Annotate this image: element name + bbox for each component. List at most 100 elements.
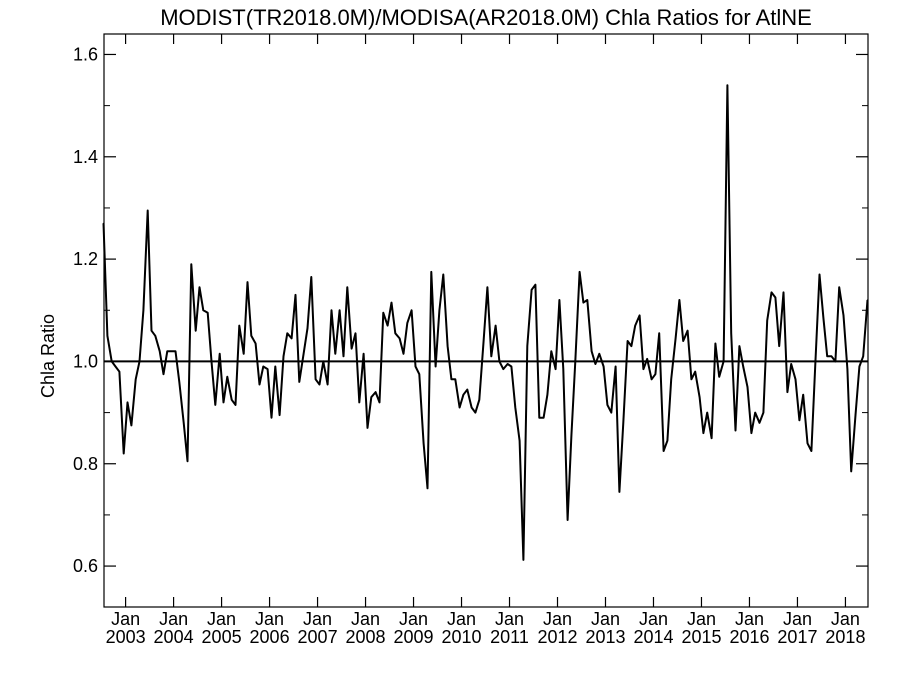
series-line-chla-ratio (102, 84, 869, 561)
data-point (754, 412, 756, 414)
data-point (234, 404, 237, 406)
x-tick-label-year: 2010 (442, 627, 482, 647)
data-point (459, 406, 461, 409)
data-point (366, 427, 369, 429)
x-tick-label-month: Jan (351, 609, 380, 629)
data-point (486, 286, 488, 288)
x-tick-label-year: 2005 (202, 627, 242, 647)
data-point (438, 309, 440, 311)
data-point (118, 371, 120, 373)
data-point (111, 360, 113, 362)
data-point (750, 432, 753, 434)
data-point (826, 355, 828, 357)
data-point (586, 299, 588, 301)
data-point (126, 401, 129, 403)
data-point (402, 353, 405, 355)
data-point (711, 437, 713, 439)
data-point (854, 414, 857, 416)
data-point (834, 360, 837, 362)
data-point (310, 276, 312, 278)
data-point (370, 396, 372, 398)
data-point (774, 296, 777, 299)
data-point (159, 350, 161, 352)
data-point (543, 417, 545, 419)
data-point (562, 368, 564, 370)
data-point (202, 309, 204, 311)
data-point (363, 353, 365, 355)
data-point (782, 291, 785, 293)
data-point (198, 286, 201, 288)
data-point (786, 391, 789, 393)
x-tick-label-year: 2016 (729, 627, 769, 647)
x-tick-label-month: Jan (111, 609, 140, 629)
data-point (339, 309, 341, 311)
data-point (846, 368, 849, 370)
data-point (663, 450, 665, 452)
data-point (219, 353, 221, 355)
data-point (102, 222, 105, 224)
plot-frame (103, 33, 869, 608)
data-point (351, 348, 353, 350)
data-point (375, 391, 377, 393)
data-point (222, 401, 225, 403)
x-tick-label-month: Jan (255, 609, 284, 629)
data-point (522, 559, 525, 561)
data-point (378, 401, 381, 403)
data-point (354, 332, 357, 334)
data-point (450, 378, 452, 380)
data-point (687, 330, 689, 332)
data-point (258, 383, 261, 386)
data-point (591, 350, 593, 352)
data-point (606, 404, 609, 406)
data-point (478, 399, 480, 401)
data-point (243, 353, 245, 355)
data-point (270, 417, 273, 419)
data-point (315, 378, 317, 380)
data-point (706, 412, 708, 414)
data-point (670, 378, 672, 380)
x-tick-label-month: Jan (639, 609, 668, 629)
data-point (330, 309, 333, 311)
x-tick-label-year: 2007 (298, 627, 338, 647)
data-point (615, 365, 617, 368)
data-point (123, 452, 125, 455)
data-point (534, 284, 537, 286)
data-point (842, 314, 845, 316)
data-point (387, 325, 389, 327)
x-tick-label-month: Jan (159, 609, 188, 629)
data-point (471, 406, 473, 409)
data-point (178, 381, 180, 383)
data-point (495, 325, 497, 327)
data-point (538, 417, 540, 419)
data-point (435, 365, 437, 368)
data-point (318, 383, 321, 386)
data-point (630, 345, 633, 347)
data-point (186, 460, 189, 462)
data-point (866, 299, 869, 301)
data-point (618, 491, 621, 493)
data-point (474, 412, 476, 414)
data-point (519, 440, 521, 442)
data-point (207, 312, 209, 314)
data-point (622, 422, 624, 424)
data-point (651, 378, 653, 380)
y-tick-label: 1.0 (73, 351, 98, 371)
data-point (306, 327, 309, 329)
x-tick-label-month: Jan (495, 609, 524, 629)
x-tick-label-year: 2011 (490, 627, 529, 647)
data-point (327, 383, 329, 386)
data-point (114, 365, 117, 368)
data-point (690, 378, 693, 380)
x-tick-label-month: Jan (447, 609, 476, 629)
data-point (394, 332, 396, 334)
data-point (238, 325, 240, 327)
data-point (814, 365, 816, 368)
data-point (574, 360, 576, 362)
data-point (718, 376, 720, 378)
data-point (246, 281, 249, 283)
x-tick-label-month: Jan (303, 609, 332, 629)
data-point (567, 519, 569, 521)
data-point (642, 368, 645, 370)
data-point (226, 376, 228, 378)
